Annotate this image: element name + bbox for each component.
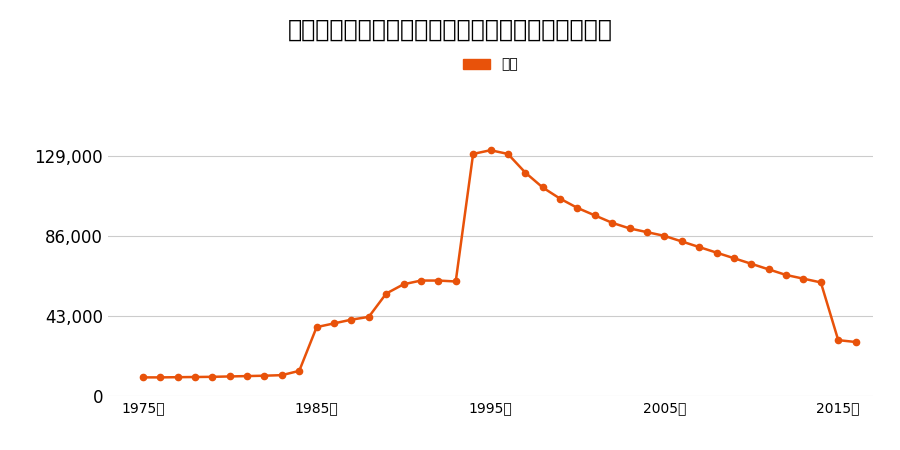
価格	[259, 373, 270, 378]
価格	[398, 282, 409, 287]
価格	[138, 375, 148, 380]
価格	[694, 244, 705, 250]
価格	[625, 226, 635, 231]
価格	[276, 373, 287, 378]
価格	[293, 368, 304, 373]
価格	[242, 374, 253, 379]
価格	[364, 314, 374, 319]
価格	[554, 196, 565, 201]
価格	[832, 338, 843, 343]
価格	[433, 278, 444, 283]
価格	[728, 256, 739, 261]
Line: 価格: 価格	[140, 147, 859, 381]
価格	[172, 374, 183, 380]
価格	[450, 279, 461, 284]
価格	[780, 272, 791, 278]
価格	[485, 148, 496, 153]
価格	[346, 317, 356, 322]
価格	[677, 239, 688, 244]
価格	[381, 291, 392, 296]
価格	[590, 213, 600, 218]
価格	[815, 280, 826, 285]
価格	[207, 374, 218, 379]
価格	[763, 267, 774, 272]
価格	[572, 205, 583, 211]
価格	[328, 321, 339, 326]
価格	[311, 324, 322, 330]
価格	[746, 261, 757, 266]
価格	[659, 233, 670, 238]
価格	[711, 250, 722, 255]
価格	[850, 339, 861, 345]
価格	[155, 375, 166, 380]
価格	[468, 151, 479, 157]
価格	[607, 220, 617, 225]
価格	[798, 276, 809, 281]
価格	[502, 151, 513, 157]
Legend: 価格: 価格	[457, 52, 524, 77]
Text: 三重県桑名市大字森忠字正津４９２番３の地価推移: 三重県桑名市大字森忠字正津４９２番３の地価推移	[288, 18, 612, 42]
価格	[537, 185, 548, 190]
価格	[224, 374, 235, 379]
価格	[520, 170, 531, 175]
価格	[642, 230, 652, 235]
価格	[190, 374, 201, 380]
価格	[416, 278, 427, 283]
